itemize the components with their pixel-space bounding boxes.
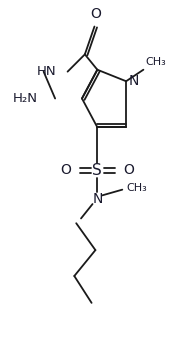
Text: S: S	[93, 163, 102, 178]
Text: N: N	[92, 192, 103, 206]
Text: CH₃: CH₃	[145, 57, 166, 67]
Text: O: O	[61, 164, 71, 177]
Text: O: O	[90, 7, 101, 21]
Text: HN: HN	[36, 65, 56, 78]
Text: CH₃: CH₃	[126, 183, 147, 193]
Text: H₂N: H₂N	[13, 92, 38, 105]
Text: O: O	[123, 164, 134, 177]
Text: N: N	[129, 74, 139, 88]
